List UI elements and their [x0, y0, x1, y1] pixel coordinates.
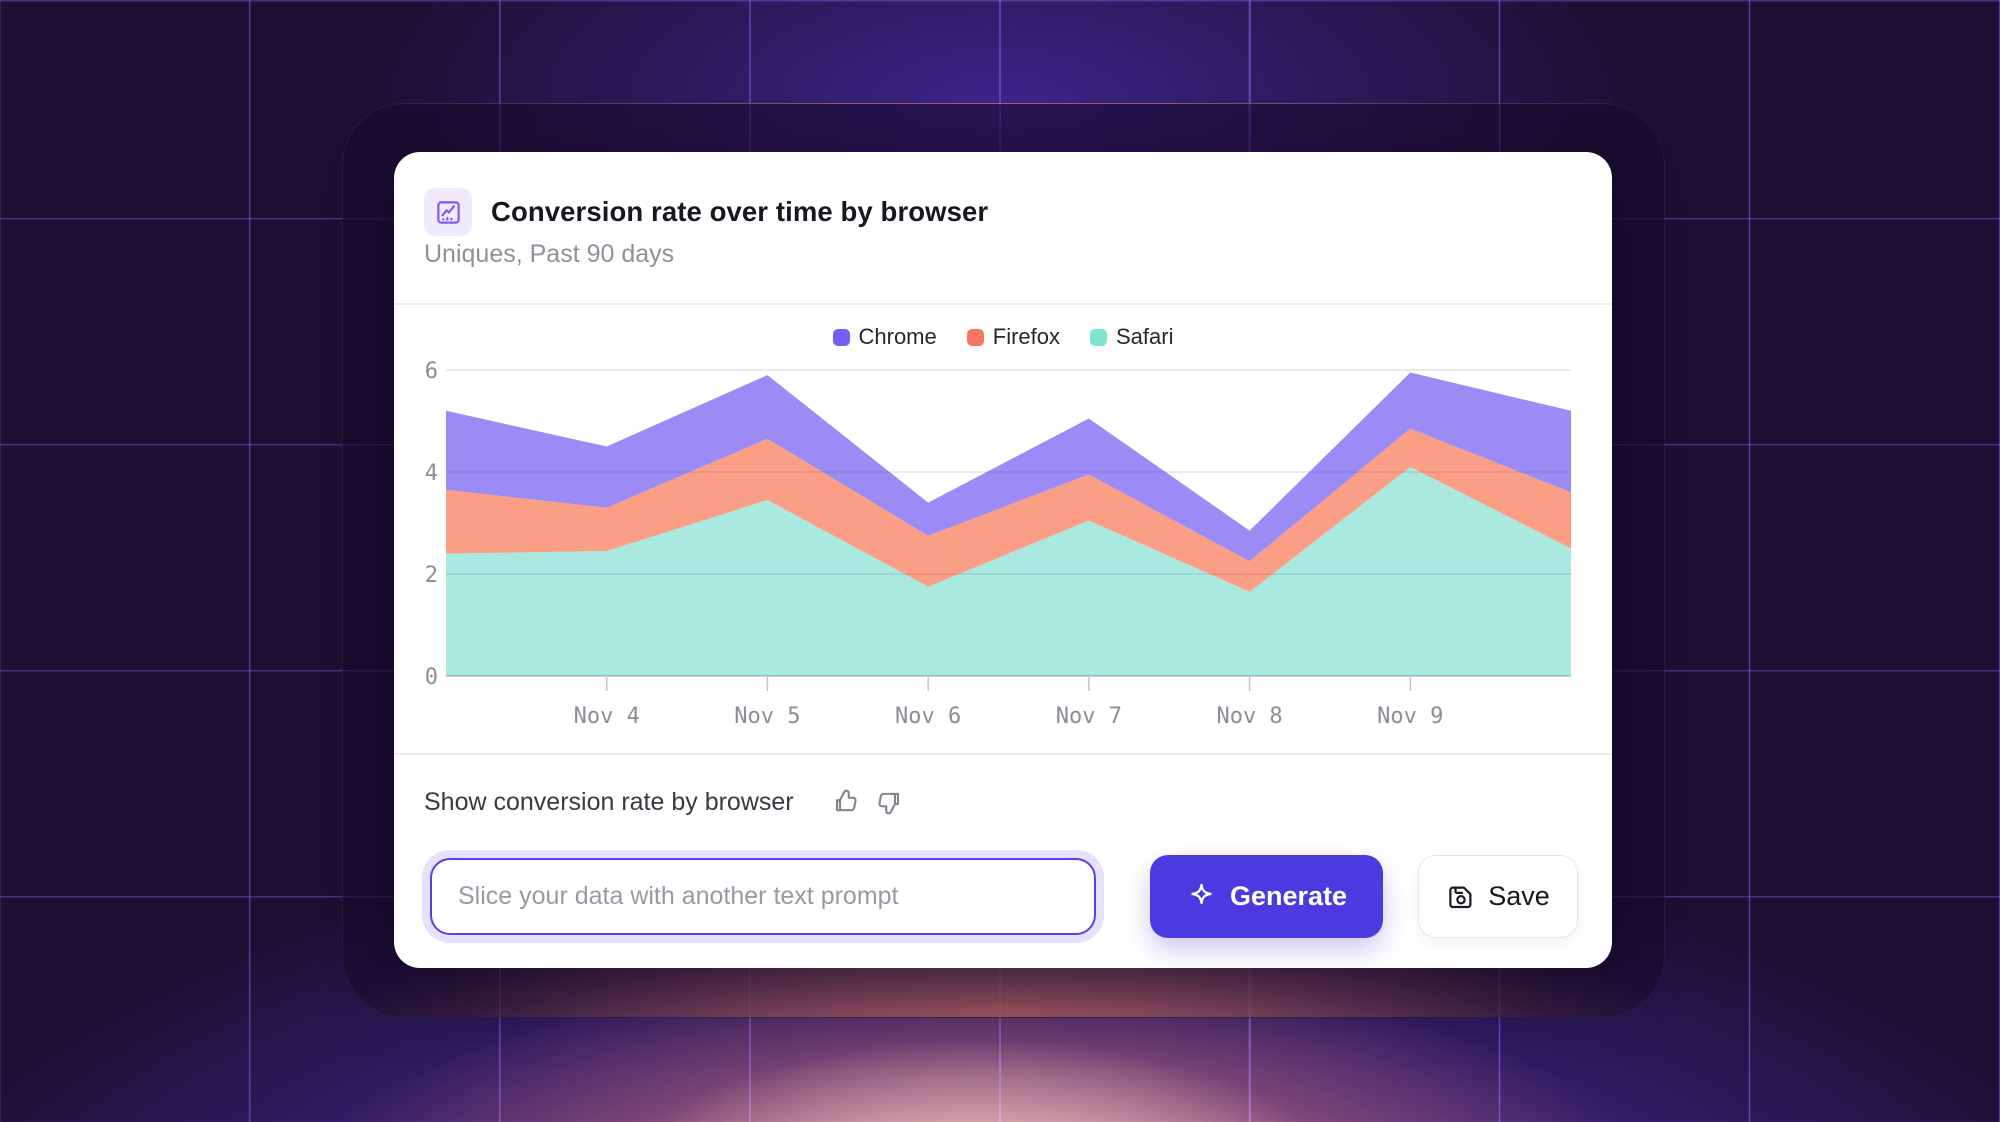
chart-icon-badge: [424, 188, 472, 236]
thumbs-up-button[interactable]: [830, 787, 860, 817]
stacked-area-chart: 0 2 4 6 Nov 4 Nov 5 Nov 6 Nov 7 Nov 8 Nov 9: [425, 359, 1571, 729]
chart-area-chrome: [446, 372, 1571, 562]
x-axis-label: Nov 9: [1377, 704, 1443, 729]
legend-label: Chrome: [858, 324, 937, 349]
save-label: Save: [1488, 881, 1550, 911]
card-subtitle: Uniques, Past 90 days: [424, 240, 675, 268]
chart-divider: [394, 753, 1612, 755]
y-axis-label: 6: [425, 359, 438, 384]
line-chart-icon: [435, 199, 462, 226]
thumbs-down-icon: [875, 787, 905, 817]
sparkle-icon: [1186, 881, 1217, 912]
legend-item-firefox[interactable]: Firefox: [966, 324, 1060, 350]
y-axis-label: 4: [425, 461, 438, 486]
chart-area-safari: [446, 466, 1571, 676]
feedback-buttons: [830, 787, 905, 817]
chart-area-firefox: [446, 428, 1571, 592]
thumbs-down-button[interactable]: [875, 787, 905, 817]
x-axis-label: Nov 7: [1056, 704, 1122, 729]
y-axis-label: 0: [425, 665, 438, 690]
x-axis-label: Nov 5: [734, 704, 800, 729]
x-axis-label: Nov 4: [574, 704, 640, 729]
card-header: Conversion rate over time by browser: [424, 188, 988, 236]
legend-label: Safari: [1116, 324, 1174, 349]
x-axis-label: Nov 6: [895, 704, 961, 729]
prompt-input[interactable]: [430, 858, 1096, 935]
prompt-row: Show conversion rate by browser: [424, 784, 905, 820]
analytics-card: Conversion rate over time by browser Uni…: [394, 152, 1612, 968]
legend-item-safari[interactable]: Safari: [1090, 324, 1173, 350]
x-axis-label: Nov 8: [1216, 704, 1282, 729]
generate-button[interactable]: Generate: [1150, 855, 1383, 938]
save-icon: [1446, 882, 1476, 912]
chart-legend: Chrome Firefox Safari: [394, 324, 1612, 350]
legend-item-chrome[interactable]: Chrome: [832, 324, 937, 350]
legend-label: Firefox: [992, 324, 1060, 349]
page-title: Conversion rate over time by browser: [491, 196, 989, 227]
prompt-label: Show conversion rate by browser: [424, 787, 794, 816]
header-divider: [394, 303, 1612, 305]
save-button[interactable]: Save: [1418, 855, 1578, 938]
firefox-legend-swatch: [966, 328, 984, 346]
chrome-legend-swatch: [832, 328, 850, 346]
safari-legend-swatch: [1090, 328, 1107, 346]
generate-label: Generate: [1229, 881, 1348, 911]
thumbs-up-icon: [830, 787, 860, 817]
y-axis-label: 2: [425, 563, 438, 588]
